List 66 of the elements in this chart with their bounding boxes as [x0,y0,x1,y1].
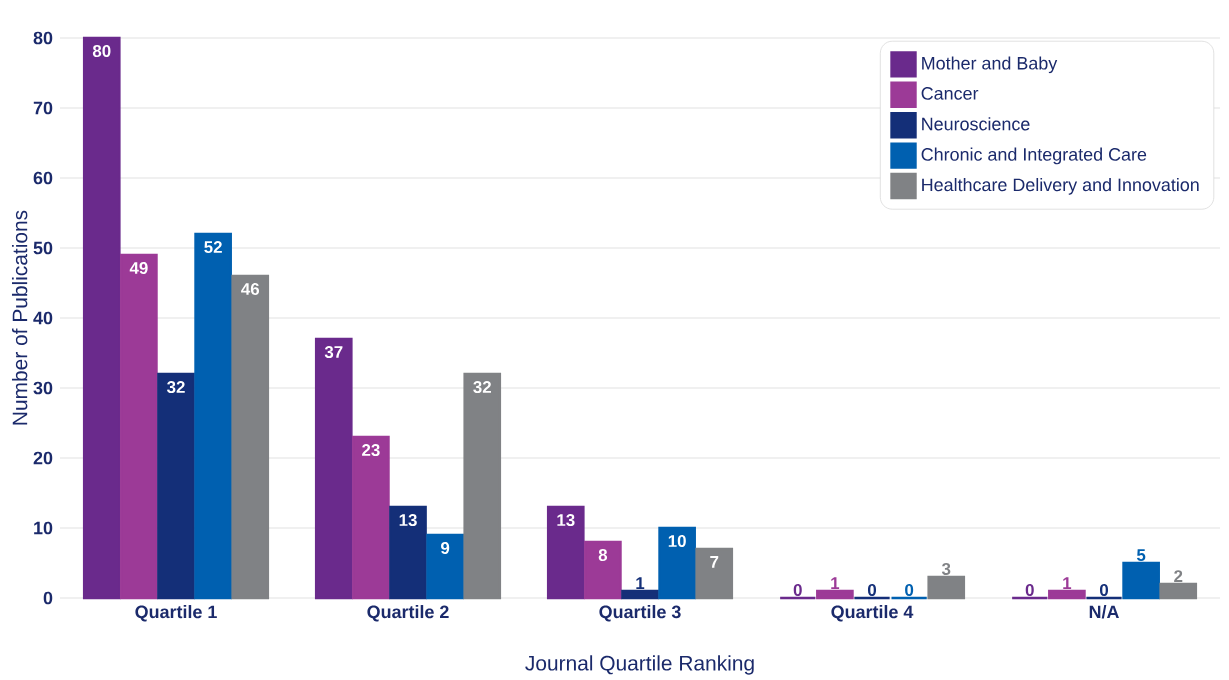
x-tick-label: N/A [1089,605,1119,619]
data-label: 8 [598,549,608,562]
bar [1122,561,1160,600]
y-tick-label: 30 [33,381,53,395]
bar [426,533,464,600]
y-tick-label: 40 [33,311,53,325]
bar [120,253,158,600]
data-label: 0 [867,584,877,596]
y-tick-label: 60 [33,171,53,185]
x-tick-label: Quartile 4 [831,605,914,622]
y-tick-label: 80 [33,31,53,45]
data-label: 0 [1025,584,1034,596]
bar [82,36,121,600]
bar [816,589,854,600]
bar [1159,582,1198,600]
bar [584,540,622,600]
bar [927,575,966,600]
y-axis-title: Number of Publications [11,210,28,425]
bar [389,505,427,600]
data-label: 10 [668,535,686,548]
legend-label: Chronic and Integrated Care [921,147,1147,165]
legend-label: Mother and Baby [922,56,1058,74]
data-label: 52 [204,241,222,254]
data-label: 1 [1063,577,1072,589]
y-tick-label: 70 [33,101,53,115]
bar [231,274,270,600]
legend-label: Neuroscience [922,117,1030,131]
x-axis-title: Journal Quartile Ranking [525,655,754,675]
data-label: 32 [473,381,491,394]
bar [1048,589,1086,600]
legend-label: Healthcare Delivery and Innovation [922,178,1199,195]
x-tick-label: Quartile 1 [135,605,217,622]
y-tick-label: 10 [34,521,53,535]
bar [621,589,659,600]
bar [695,547,734,600]
x-tick-label: Quartile 2 [367,605,449,622]
data-label: 0 [905,584,914,596]
x-tick-label: Quartile 3 [599,605,681,622]
legend-label: Cancer [921,87,979,100]
bar [157,372,195,600]
bar [352,435,390,600]
bar [658,526,696,600]
data-label: 0 [793,584,802,596]
data-label: 3 [941,563,951,575]
bar [194,232,232,600]
data-label: 49 [129,262,148,275]
data-label: 32 [166,381,185,394]
data-label: 46 [241,283,260,296]
data-label: 9 [441,542,450,555]
bar [314,337,353,600]
data-label: 13 [399,514,417,527]
data-label: 80 [92,45,111,58]
data-label: 23 [362,444,380,457]
data-label: 37 [324,346,343,359]
data-label: 1 [831,577,840,589]
data-label: 0 [1099,584,1109,596]
y-tick-label: 20 [33,451,53,465]
bar [546,505,585,600]
data-label: 2 [1174,570,1183,582]
data-label: 5 [1136,549,1146,561]
data-label: 1 [636,577,645,589]
y-tick-label: 50 [33,241,53,255]
y-tick-label: 0 [43,591,53,605]
data-label: 7 [710,556,719,568]
data-label: 13 [557,514,575,527]
bar [463,372,502,600]
